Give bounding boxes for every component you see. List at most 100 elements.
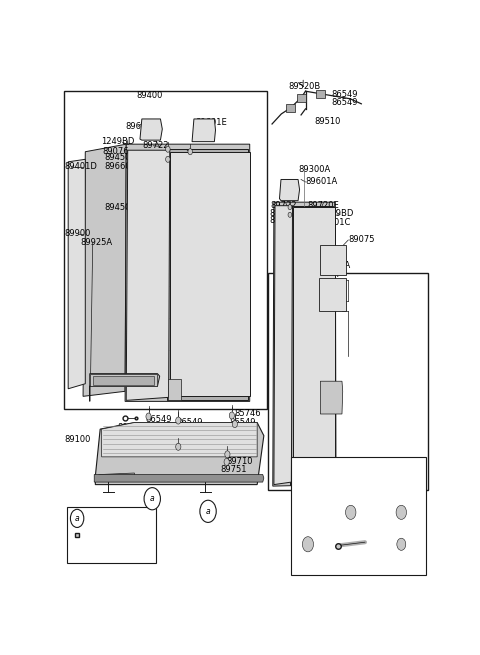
Text: 86549: 86549: [229, 418, 256, 427]
Text: 89601A: 89601A: [125, 122, 157, 131]
Text: 1018AD: 1018AD: [381, 554, 411, 563]
Circle shape: [302, 536, 313, 552]
Text: 89520B: 89520B: [289, 82, 321, 90]
Text: 89560A: 89560A: [319, 261, 351, 270]
Text: a: a: [206, 507, 210, 516]
Text: 89350: 89350: [269, 216, 296, 225]
Text: 89907: 89907: [168, 246, 195, 255]
Text: 89752: 89752: [118, 423, 144, 432]
Text: 89720E: 89720E: [175, 150, 206, 159]
Circle shape: [176, 443, 181, 450]
Text: 89601E: 89601E: [196, 119, 228, 128]
Text: 89450: 89450: [104, 202, 130, 212]
Circle shape: [224, 458, 229, 466]
Text: 1241AA: 1241AA: [194, 229, 227, 238]
Polygon shape: [96, 473, 134, 479]
Text: 89076: 89076: [102, 147, 129, 156]
Text: 85746: 85746: [234, 409, 261, 419]
Text: 89900: 89900: [64, 229, 91, 238]
Text: 89925A: 89925A: [81, 238, 113, 246]
Text: 89722: 89722: [270, 201, 297, 210]
Text: 89720E: 89720E: [307, 201, 339, 210]
Text: 89300A: 89300A: [298, 165, 330, 174]
Text: 86549: 86549: [332, 98, 358, 107]
Text: 89100: 89100: [64, 435, 91, 443]
Text: 89160: 89160: [92, 529, 116, 538]
Circle shape: [71, 510, 84, 527]
Bar: [67, 507, 156, 563]
Circle shape: [396, 505, 407, 519]
Polygon shape: [274, 206, 292, 485]
Text: 89401D: 89401D: [64, 162, 97, 172]
Text: 89751: 89751: [220, 465, 246, 474]
Polygon shape: [102, 422, 257, 457]
Circle shape: [346, 505, 356, 519]
Bar: [290, 457, 426, 575]
Text: 89400: 89400: [136, 91, 163, 100]
Circle shape: [397, 538, 406, 550]
Bar: [316, 90, 325, 98]
Text: 89401B: 89401B: [191, 221, 223, 231]
Text: a: a: [150, 495, 155, 503]
Circle shape: [288, 204, 292, 210]
Text: 89160H: 89160H: [109, 431, 143, 440]
Polygon shape: [83, 144, 126, 396]
Circle shape: [229, 412, 234, 419]
Bar: [94, 376, 154, 384]
Polygon shape: [170, 152, 250, 396]
Circle shape: [232, 421, 238, 428]
Circle shape: [188, 149, 192, 155]
Circle shape: [166, 146, 170, 152]
Circle shape: [288, 212, 292, 217]
Bar: [168, 379, 181, 400]
Text: 89301D: 89301D: [310, 297, 343, 306]
Bar: [297, 94, 305, 102]
Text: 89710: 89710: [227, 457, 253, 466]
Polygon shape: [140, 119, 162, 140]
Text: 86549: 86549: [227, 451, 253, 460]
Text: 88627: 88627: [331, 554, 355, 563]
Text: 89150B: 89150B: [102, 440, 134, 449]
Polygon shape: [125, 144, 250, 402]
Text: 1125DA: 1125DA: [333, 483, 363, 492]
Circle shape: [200, 500, 216, 523]
Text: 1249BD: 1249BD: [321, 209, 354, 217]
Polygon shape: [96, 422, 264, 485]
Text: 86549: 86549: [176, 418, 203, 427]
Bar: [64, 91, 267, 409]
Polygon shape: [279, 179, 300, 200]
Text: 89075: 89075: [348, 236, 375, 244]
Bar: [268, 272, 428, 490]
Bar: [286, 103, 295, 112]
Circle shape: [176, 417, 181, 424]
Text: 89510: 89510: [315, 117, 341, 126]
Text: 1241BC: 1241BC: [384, 483, 413, 492]
Text: 89601A: 89601A: [305, 178, 338, 187]
Circle shape: [146, 413, 151, 420]
Circle shape: [166, 157, 170, 162]
Polygon shape: [273, 202, 336, 486]
Text: 86549: 86549: [176, 443, 203, 453]
Text: 89350F: 89350F: [310, 270, 341, 279]
Text: 1125AC: 1125AC: [293, 554, 323, 563]
Circle shape: [225, 451, 230, 458]
Polygon shape: [90, 373, 160, 402]
Circle shape: [144, 487, 160, 510]
Text: 86549: 86549: [145, 415, 172, 424]
Polygon shape: [126, 150, 170, 400]
Text: 89660: 89660: [105, 162, 131, 172]
Text: 89301C: 89301C: [319, 218, 351, 227]
Text: 86549: 86549: [332, 90, 358, 100]
Text: 89160B: 89160B: [122, 521, 152, 529]
Text: 89722: 89722: [143, 141, 169, 150]
Text: 89450D: 89450D: [105, 153, 137, 162]
Polygon shape: [167, 149, 248, 400]
Bar: [321, 245, 346, 275]
Text: 89360E: 89360E: [269, 209, 301, 217]
Polygon shape: [290, 206, 334, 485]
Polygon shape: [68, 159, 85, 389]
Polygon shape: [321, 381, 343, 414]
Text: a: a: [75, 514, 79, 523]
Text: 89380A: 89380A: [194, 213, 226, 222]
Text: 89921: 89921: [200, 202, 226, 212]
